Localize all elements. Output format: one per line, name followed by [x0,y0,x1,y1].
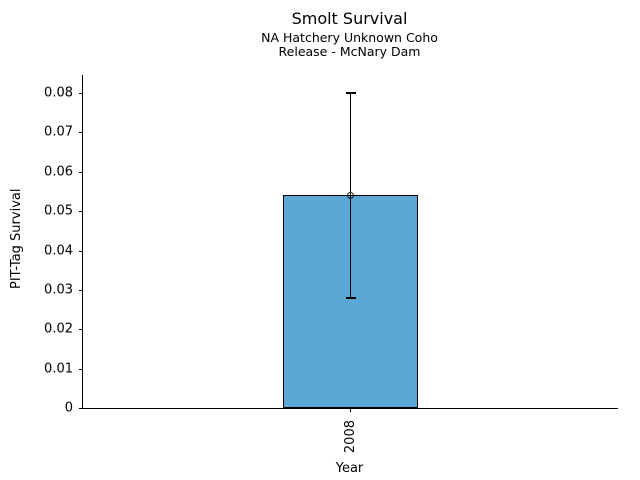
y-tick-mark [79,289,83,291]
y-tick-label: 0.05 [44,203,73,219]
y-tick-mark [79,93,83,95]
error-bar-cap-bottom [345,297,356,299]
y-tick-label: 0 [64,400,73,416]
y-tick-mark [79,408,83,409]
y-tick-label: 0.02 [44,321,73,337]
plot-area: 0 0.01 0.02 0.03 0.04 0.05 0.06 0.07 0.08 2008 [44,75,618,453]
y-tick-label: 0.04 [44,243,73,259]
y-tick-mark [79,368,83,370]
y-tick-label: 0.03 [44,282,73,298]
data-point-marker [347,191,354,199]
y-axis-label: PIT-Tag Survival [9,188,24,289]
x-tick-label: 2008 [342,420,358,454]
y-tick-label: 0.07 [44,124,73,140]
y-tick-label: 0.08 [44,85,73,101]
y-tick-label: 0.06 [44,164,73,180]
chart-subtitle-line2: Release - McNary Dam [278,44,421,59]
y-tick-mark [79,132,83,134]
chart-title: Smolt Survival [291,9,408,28]
y-tick-mark [79,211,83,213]
y-tick-mark [79,171,83,173]
x-axis-label: Year [335,461,364,476]
error-bar-cap-top [345,92,356,94]
y-tick-mark [79,250,83,252]
y-tick-label: 0.01 [44,361,73,377]
x-tick-mark [350,408,351,412]
chart-subtitle-line1: NA Hatchery Unknown Coho [261,30,438,45]
y-tick-mark [79,329,83,331]
